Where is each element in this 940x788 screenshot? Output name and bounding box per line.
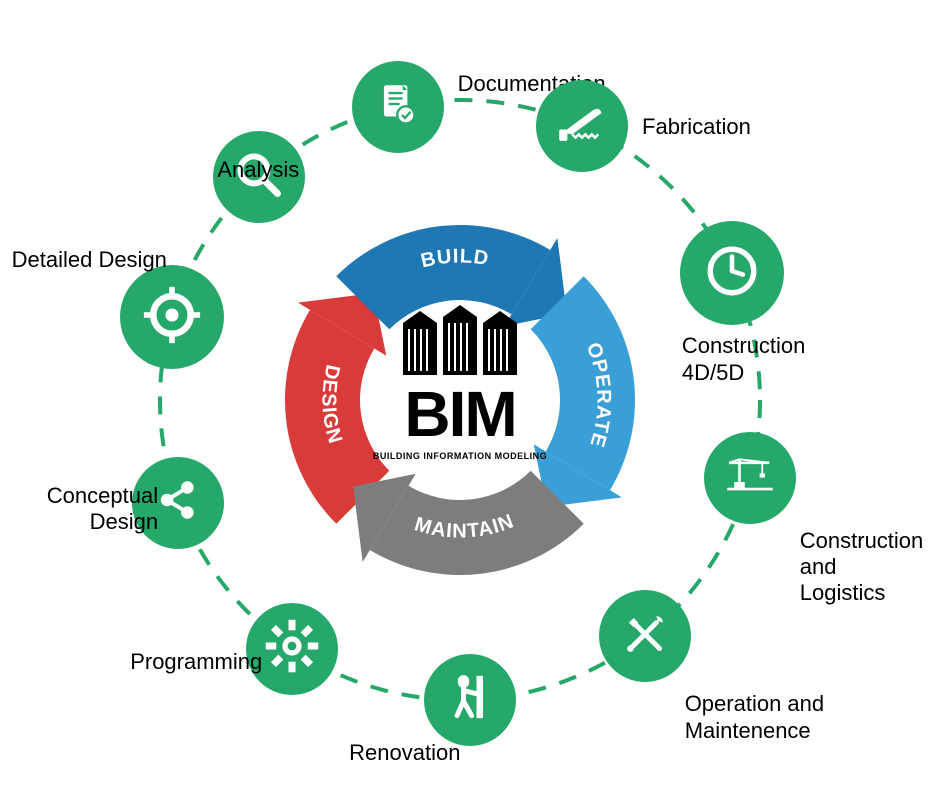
center-logo: BIM BUILDING INFORMATION MODELING (370, 305, 550, 461)
node-construction_logistics (704, 432, 796, 524)
worker-icon (444, 671, 496, 728)
node-construction_4d5d (680, 221, 784, 325)
clock-icon (703, 242, 761, 305)
share-icon (153, 475, 203, 530)
crane-icon (722, 447, 778, 508)
node-label-programming: Programming (92, 649, 262, 675)
node-label-conceptual_design: ConceptualDesign (0, 483, 158, 536)
node-label-renovation: Renovation (290, 740, 460, 766)
saw-icon (556, 97, 608, 154)
center-subtitle: BUILDING INFORMATION MODELING (370, 451, 550, 461)
node-operation_maintenance (599, 590, 691, 682)
bim-lifecycle-diagram: DESIGN BUILD OPERATE MAINTAIN BIM BUILDI… (0, 0, 940, 788)
node-label-construction_4d5d: Construction 4D/5D (682, 333, 806, 386)
node-fabrication (536, 80, 628, 172)
node-label-analysis: Analysis (129, 157, 299, 183)
node-documentation (352, 61, 444, 153)
node-label-fabrication: Fabrication (642, 114, 751, 140)
target-icon (142, 285, 202, 350)
gear-icon (264, 618, 320, 679)
tools-icon (619, 608, 671, 665)
node-label-operation_maintenance: Operation andMaintenence (685, 691, 824, 744)
buildings-icon (385, 305, 535, 375)
center-title: BIM (370, 377, 550, 451)
document-check-icon (373, 79, 423, 134)
node-label-construction_logistics: Construction andLogistics (800, 528, 940, 607)
node-renovation (424, 654, 516, 746)
node-label-detailed_design: Detailed Design (12, 247, 167, 273)
node-detailed_design (120, 265, 224, 369)
